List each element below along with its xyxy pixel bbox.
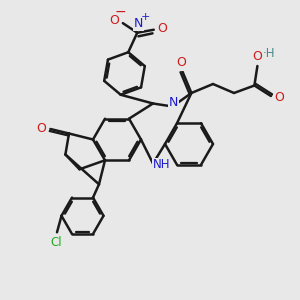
Text: O: O (110, 14, 119, 27)
Text: N: N (134, 16, 143, 30)
Text: O: O (37, 122, 46, 135)
Text: O: O (253, 50, 262, 63)
Text: −: − (115, 5, 126, 19)
Text: Cl: Cl (50, 236, 62, 249)
Text: +: + (141, 12, 150, 22)
Text: ·H: ·H (262, 47, 275, 60)
Text: O: O (274, 91, 284, 104)
Text: NH: NH (153, 158, 170, 172)
Text: N: N (169, 96, 178, 110)
Text: O: O (157, 22, 167, 35)
Text: O: O (176, 56, 186, 70)
